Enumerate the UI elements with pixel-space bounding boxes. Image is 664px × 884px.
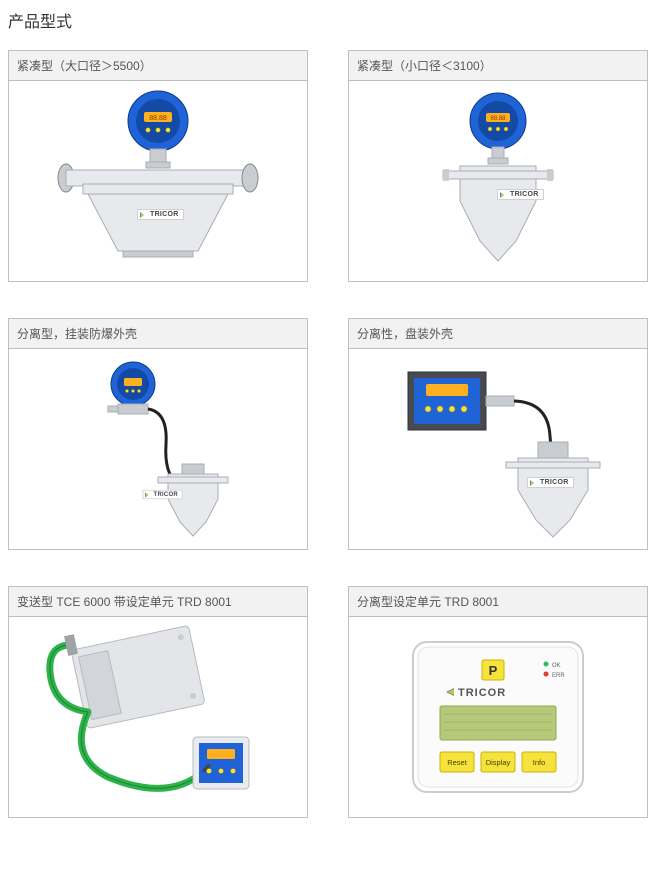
card-body: TRICOR bbox=[9, 349, 307, 549]
svg-text:Reset: Reset bbox=[447, 758, 468, 767]
card-body bbox=[9, 617, 307, 817]
svg-text:88.88: 88.88 bbox=[149, 115, 167, 122]
card-tce6000: 变送型 TCE 6000 带设定单元 TRD 8001 bbox=[8, 586, 308, 818]
svg-text:Info: Info bbox=[533, 758, 546, 767]
card-remote-panel: 分离性，盘装外壳 TRICOR bbox=[348, 318, 648, 550]
card-body: TRICOR bbox=[349, 349, 647, 549]
illustration-compact-large: 88.88 bbox=[28, 86, 288, 276]
brand-badge: TRICOR bbox=[497, 189, 544, 200]
card-header: 分离性，盘装外壳 bbox=[349, 319, 647, 349]
card-compact-small: 紧凑型（小口径＜3100） 88.88 bbox=[348, 50, 648, 282]
illustration-tce6000 bbox=[28, 617, 288, 817]
page-title: 产品型式 bbox=[8, 8, 656, 32]
illustration-trd8001: P OK ERR TRICOR Reset bbox=[388, 622, 608, 812]
svg-text:P: P bbox=[489, 663, 498, 678]
illustration-remote-panel bbox=[368, 354, 628, 544]
brand-badge: TRICOR bbox=[527, 477, 574, 488]
svg-text:OK: OK bbox=[552, 663, 561, 669]
illustration-compact-small: 88.88 bbox=[398, 86, 598, 276]
card-body: 88.88 TRICOR bbox=[9, 81, 307, 281]
brand-badge: TRICOR bbox=[142, 490, 182, 499]
svg-text:88.88: 88.88 bbox=[490, 116, 506, 122]
card-compact-large: 紧凑型（大口径＞5500） 88.88 bbox=[8, 50, 308, 282]
product-grid: 紧凑型（大口径＞5500） 88.88 bbox=[8, 50, 656, 818]
svg-text:TRICOR: TRICOR bbox=[458, 687, 506, 699]
illustration-remote-exproof bbox=[48, 354, 268, 544]
card-header: 分离型设定单元 TRD 8001 bbox=[349, 587, 647, 617]
brand-badge: TRICOR bbox=[137, 209, 184, 220]
svg-text:Display: Display bbox=[486, 758, 511, 767]
card-header: 变送型 TCE 6000 带设定单元 TRD 8001 bbox=[9, 587, 307, 617]
card-remote-exproof: 分离型，挂装防爆外壳 bbox=[8, 318, 308, 550]
card-header: 分离型，挂装防爆外壳 bbox=[9, 319, 307, 349]
card-header: 紧凑型（大口径＞5500） bbox=[9, 51, 307, 81]
card-header: 紧凑型（小口径＜3100） bbox=[349, 51, 647, 81]
card-trd8001: 分离型设定单元 TRD 8001 P OK ERR TRICOR bbox=[348, 586, 648, 818]
card-body: P OK ERR TRICOR Reset bbox=[349, 617, 647, 817]
card-body: 88.88 TRICOR bbox=[349, 81, 647, 281]
svg-text:ERR: ERR bbox=[552, 673, 565, 679]
